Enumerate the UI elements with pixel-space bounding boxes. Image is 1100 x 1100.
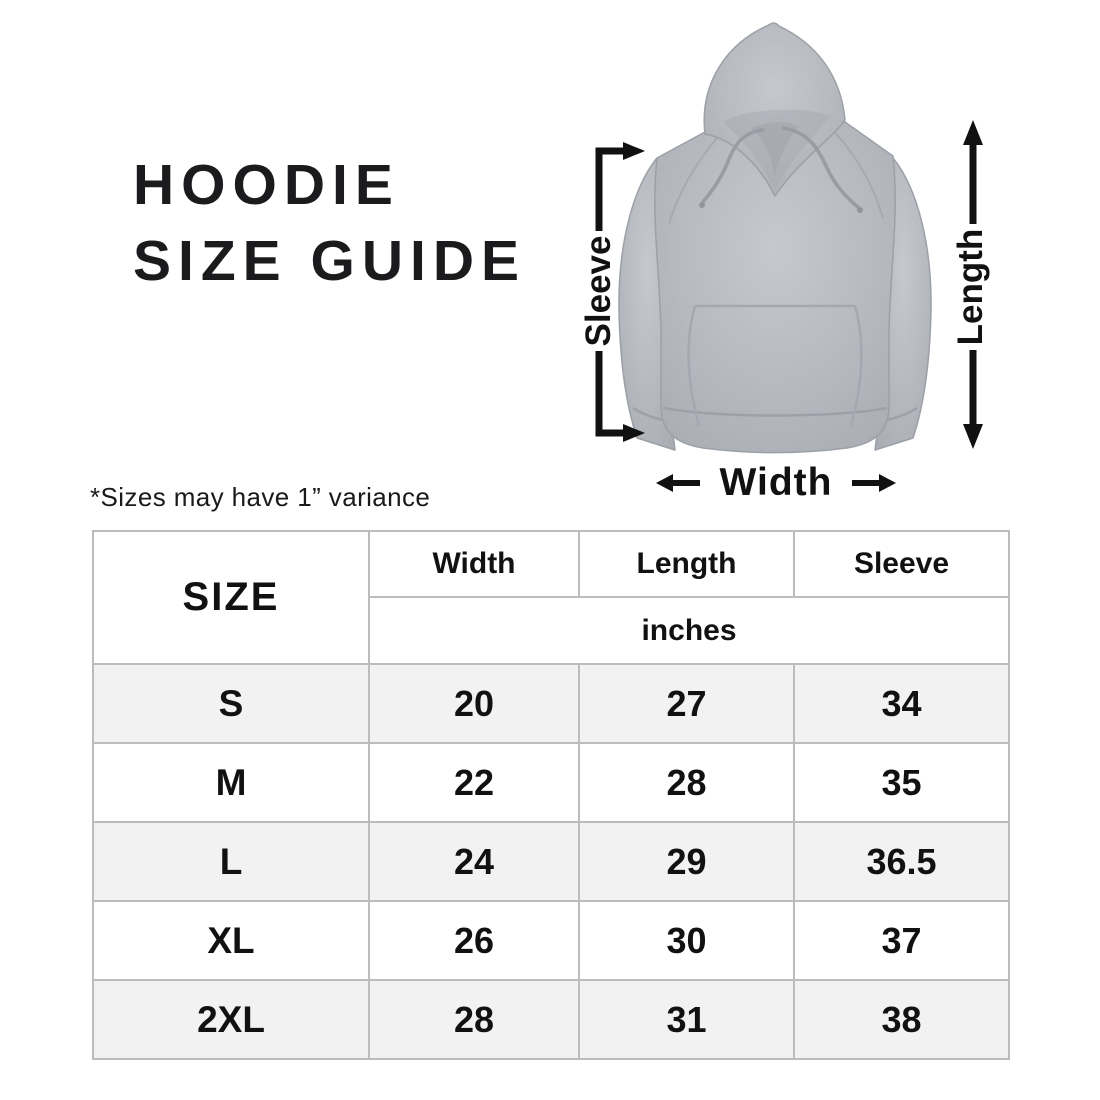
- sleeve-cell: 35: [793, 742, 1010, 823]
- hoodie-body: [654, 121, 896, 454]
- length-cell: 30: [578, 900, 795, 981]
- table-row-xl: XL 26 30 37: [92, 900, 1010, 981]
- title-line-1: HOODIE: [133, 153, 400, 217]
- size-cell: 2XL: [92, 979, 370, 1060]
- hoodie-drawstring-left: [701, 128, 765, 204]
- width-cell: 24: [368, 821, 580, 902]
- sleeve-cell: 36.5: [793, 821, 1010, 902]
- table-header-row: SIZE Width Length Sleeve: [92, 530, 1010, 665]
- sleeve-column-header: Sleeve: [793, 530, 1010, 598]
- left-arrow-icon: [656, 474, 700, 492]
- width-cell: 20: [368, 663, 580, 744]
- sleeve-bracket-arrow-icon: [595, 142, 645, 442]
- table-row-s: S 20 27 34: [92, 663, 1010, 744]
- length-cell: 31: [578, 979, 795, 1060]
- length-cell: 29: [578, 821, 795, 902]
- title-line-2: SIZE GUIDE: [133, 228, 527, 293]
- length-column-header: Length: [578, 530, 795, 598]
- width-measure-indicator: Width: [656, 458, 896, 508]
- hoodie-drawstring-right: [781, 126, 861, 210]
- sleeve-label: Sleeve: [579, 235, 618, 347]
- width-label: Width: [719, 461, 833, 504]
- sleeve-cell: 34: [793, 663, 1010, 744]
- units-header: inches: [368, 596, 1010, 665]
- table-row-l: L 24 29 36.5: [92, 821, 1010, 902]
- hoodie-image: [618, 22, 932, 454]
- width-cell: 26: [368, 900, 580, 981]
- size-cell: XL: [92, 900, 370, 981]
- size-column-header: SIZE: [92, 530, 370, 665]
- width-cell: 22: [368, 742, 580, 823]
- table-row-2xl: 2XL 28 31 38: [92, 979, 1010, 1060]
- width-column-header: Width: [368, 530, 580, 598]
- table-units-row: inches: [93, 596, 1010, 665]
- length-cell: 28: [578, 742, 795, 823]
- length-label: Length: [951, 228, 990, 346]
- size-cell: L: [92, 821, 370, 902]
- page-title: HOODIE SIZE GUIDE: [133, 148, 526, 300]
- variance-note: *Sizes may have 1” variance: [90, 482, 431, 512]
- sleeve-cell: 37: [793, 900, 1010, 981]
- size-cell: M: [92, 742, 370, 823]
- sleeve-cell: 38: [793, 979, 1010, 1060]
- size-table: SIZE Width Length Sleeve inches S 20 27 …: [92, 530, 1010, 1060]
- length-measure-indicator: Length: [935, 112, 1015, 457]
- width-cell: 28: [368, 979, 580, 1060]
- sleeve-measure-indicator: Sleeve: [563, 136, 658, 446]
- size-cell: S: [92, 663, 370, 744]
- length-double-arrow-icon: [963, 120, 983, 449]
- table-row-m: M 22 28 35: [92, 742, 1010, 823]
- hoodie-hood: [703, 22, 846, 197]
- length-cell: 27: [578, 663, 795, 744]
- right-arrow-icon: [852, 474, 896, 492]
